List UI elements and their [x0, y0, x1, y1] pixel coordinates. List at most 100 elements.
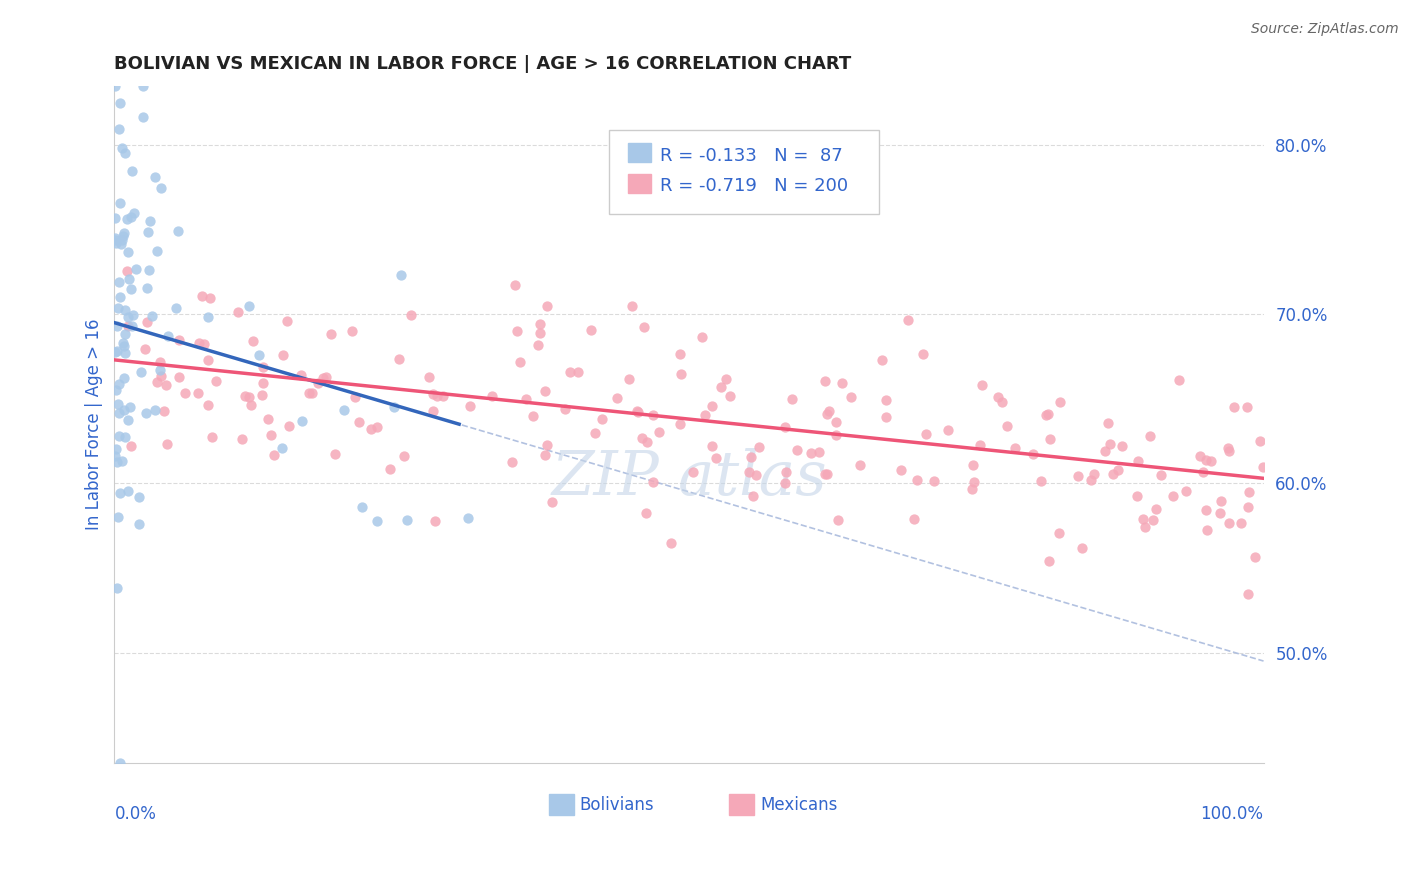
- Point: [257, 412, 280, 426]
- Point: [870, 352, 893, 367]
- Point: [682, 465, 704, 479]
- Point: [1218, 441, 1240, 455]
- Point: [583, 425, 606, 440]
- Point: [117, 484, 139, 499]
- Point: [104, 231, 127, 245]
- Text: 100.0%: 100.0%: [1201, 805, 1264, 822]
- Point: [242, 334, 264, 349]
- Point: [315, 369, 337, 384]
- Point: [278, 418, 301, 433]
- Point: [149, 363, 172, 377]
- Point: [808, 445, 831, 459]
- Point: [307, 376, 329, 391]
- Point: [457, 511, 479, 525]
- Point: [197, 353, 219, 368]
- Bar: [548, 795, 574, 814]
- Point: [155, 378, 177, 392]
- Point: [509, 355, 531, 369]
- Point: [111, 141, 134, 155]
- Point: [112, 228, 135, 243]
- Point: [380, 461, 402, 475]
- Point: [567, 365, 589, 379]
- Point: [912, 347, 935, 361]
- Point: [875, 409, 897, 424]
- Point: [1022, 447, 1045, 461]
- Point: [648, 425, 671, 439]
- Point: [634, 506, 657, 520]
- Point: [1132, 511, 1154, 525]
- Point: [340, 324, 363, 338]
- Point: [541, 494, 564, 508]
- Point: [125, 262, 148, 277]
- Point: [131, 78, 153, 93]
- Point: [108, 122, 131, 136]
- Point: [704, 450, 727, 465]
- Point: [1038, 408, 1060, 422]
- Point: [1218, 516, 1240, 530]
- Point: [129, 365, 152, 379]
- Point: [290, 368, 312, 382]
- Point: [200, 291, 222, 305]
- Point: [112, 339, 135, 353]
- Point: [114, 429, 136, 443]
- Point: [741, 489, 763, 503]
- Point: [1049, 395, 1071, 409]
- Point: [1244, 549, 1267, 564]
- Point: [166, 224, 188, 238]
- Point: [197, 398, 219, 412]
- Point: [114, 346, 136, 360]
- Point: [157, 328, 180, 343]
- Point: [347, 415, 370, 429]
- Point: [188, 335, 211, 350]
- Point: [773, 419, 796, 434]
- Point: [135, 406, 157, 420]
- Text: R = -0.719   N = 200: R = -0.719 N = 200: [661, 177, 848, 195]
- Point: [1128, 454, 1150, 468]
- Point: [136, 225, 159, 239]
- Point: [260, 428, 283, 442]
- Point: [114, 303, 136, 318]
- Y-axis label: In Labor Force | Age > 16: In Labor Force | Age > 16: [86, 318, 103, 530]
- Point: [112, 370, 135, 384]
- Point: [205, 375, 228, 389]
- Point: [120, 211, 142, 225]
- Point: [527, 337, 550, 351]
- Text: ZIP atlas: ZIP atlas: [551, 449, 827, 508]
- Point: [818, 404, 841, 418]
- Bar: [730, 795, 755, 814]
- Point: [515, 392, 537, 406]
- Point: [233, 389, 256, 403]
- Point: [120, 400, 142, 414]
- Point: [814, 375, 837, 389]
- Point: [1237, 485, 1260, 500]
- Point: [366, 420, 388, 434]
- Point: [1038, 554, 1060, 568]
- Point: [1211, 494, 1233, 508]
- Point: [107, 397, 129, 411]
- Point: [111, 233, 134, 247]
- Point: [252, 359, 274, 374]
- Point: [103, 211, 125, 225]
- Point: [1029, 474, 1052, 488]
- Point: [190, 289, 212, 303]
- Point: [905, 473, 928, 487]
- Point: [145, 375, 167, 389]
- Point: [831, 376, 853, 390]
- Text: Mexicans: Mexicans: [761, 796, 838, 814]
- Point: [111, 335, 134, 350]
- Point: [134, 343, 156, 357]
- Point: [773, 475, 796, 490]
- Point: [120, 282, 142, 296]
- Point: [418, 369, 440, 384]
- Point: [786, 442, 808, 457]
- Point: [132, 110, 155, 124]
- Point: [250, 388, 273, 402]
- Point: [366, 514, 388, 528]
- Point: [621, 299, 644, 313]
- Point: [319, 327, 342, 342]
- Point: [276, 314, 298, 328]
- Point: [827, 513, 849, 527]
- Point: [963, 475, 986, 490]
- Point: [1047, 526, 1070, 541]
- Point: [1249, 434, 1271, 449]
